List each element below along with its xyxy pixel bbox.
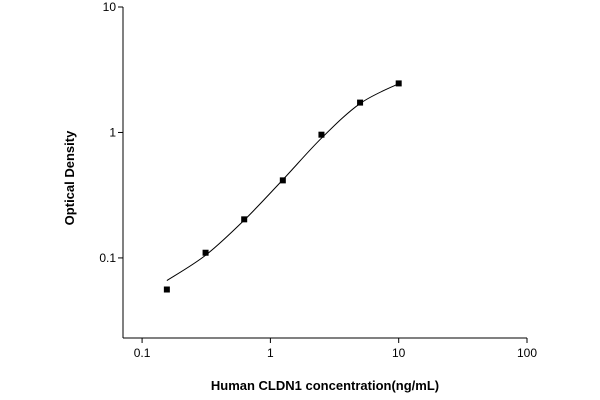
x-axis-label: Human CLDN1 concentration(ng/mL) (211, 378, 439, 393)
data-point (202, 249, 209, 256)
data-point (395, 80, 402, 87)
y-tick-label: 0.1 (99, 251, 116, 265)
x-tick-label: 10 (392, 346, 406, 360)
x-tick-label: 1 (267, 346, 274, 360)
data-point (318, 131, 325, 138)
y-tick-label: 10 (103, 0, 117, 14)
y-axis-label: Optical Density (62, 130, 77, 225)
data-point (279, 177, 286, 184)
data-point (357, 99, 364, 106)
data-point (241, 216, 248, 223)
y-tick-label: 1 (109, 125, 116, 139)
x-tick-label: 0.1 (134, 346, 151, 360)
data-point (163, 286, 170, 293)
x-tick-label: 100 (517, 346, 537, 360)
